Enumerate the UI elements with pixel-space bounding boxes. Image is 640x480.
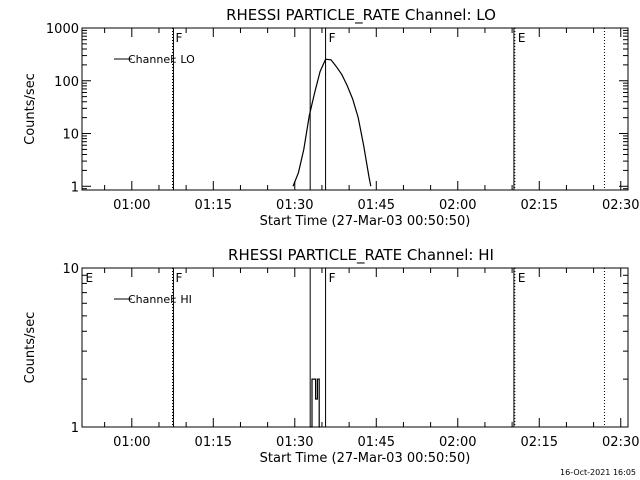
x-tick-label: 02:15 [521, 435, 558, 450]
y-tick-label: 1 [71, 180, 79, 195]
legend-label: Channel: HI [128, 293, 192, 306]
y-axis-label: Counts/sec [23, 73, 38, 145]
x-axis-label: Start Time (27-Mar-03 00:50:50) [260, 451, 471, 466]
flag-marker-label: E [518, 31, 526, 45]
flag-marker-label: F [176, 271, 183, 285]
x-tick-label: 02:15 [521, 198, 558, 213]
x-tick-label: 02:00 [439, 198, 476, 213]
y-tick-label: 10 [62, 262, 79, 277]
legend-label: Channel: LO [128, 53, 195, 66]
y-tick-label: 100 [54, 75, 79, 90]
chart-title: RHESSI PARTICLE_RATE Channel: LO [226, 6, 496, 25]
plot-frame [81, 267, 629, 428]
flag-marker-label: E [518, 271, 526, 285]
flag-marker-label: F [329, 31, 336, 45]
y-axis-label: Counts/sec [23, 312, 38, 384]
y-tick-label: 1 [71, 421, 79, 436]
y-tick-label: 10 [62, 128, 79, 143]
x-tick-label: 01:00 [113, 435, 150, 450]
x-tick-label: 01:15 [195, 198, 232, 213]
plot-frame [81, 27, 629, 191]
flag-marker-label: F [329, 271, 336, 285]
y-tick-label: 1000 [46, 22, 79, 37]
x-axis-label: Start Time (27-Mar-03 00:50:50) [260, 214, 471, 229]
x-tick-label: 01:30 [276, 198, 313, 213]
flag-marker-label: E [85, 271, 93, 285]
series-line [310, 378, 321, 428]
flag-marker-label: F [176, 31, 183, 45]
x-tick-label: 01:00 [113, 198, 150, 213]
x-tick-label: 02:00 [439, 435, 476, 450]
x-tick-label: 02:30 [602, 435, 639, 450]
x-tick-label: 02:30 [602, 198, 639, 213]
x-tick-label: 01:15 [195, 435, 232, 450]
series-line [292, 58, 372, 187]
footer-timestamp: 16-Oct-2021 16:05 [560, 468, 636, 477]
x-tick-label: 01:45 [358, 435, 395, 450]
x-tick-label: 01:45 [358, 198, 395, 213]
x-tick-label: 01:30 [276, 435, 313, 450]
chart-title: RHESSI PARTICLE_RATE Channel: HI [228, 246, 494, 265]
